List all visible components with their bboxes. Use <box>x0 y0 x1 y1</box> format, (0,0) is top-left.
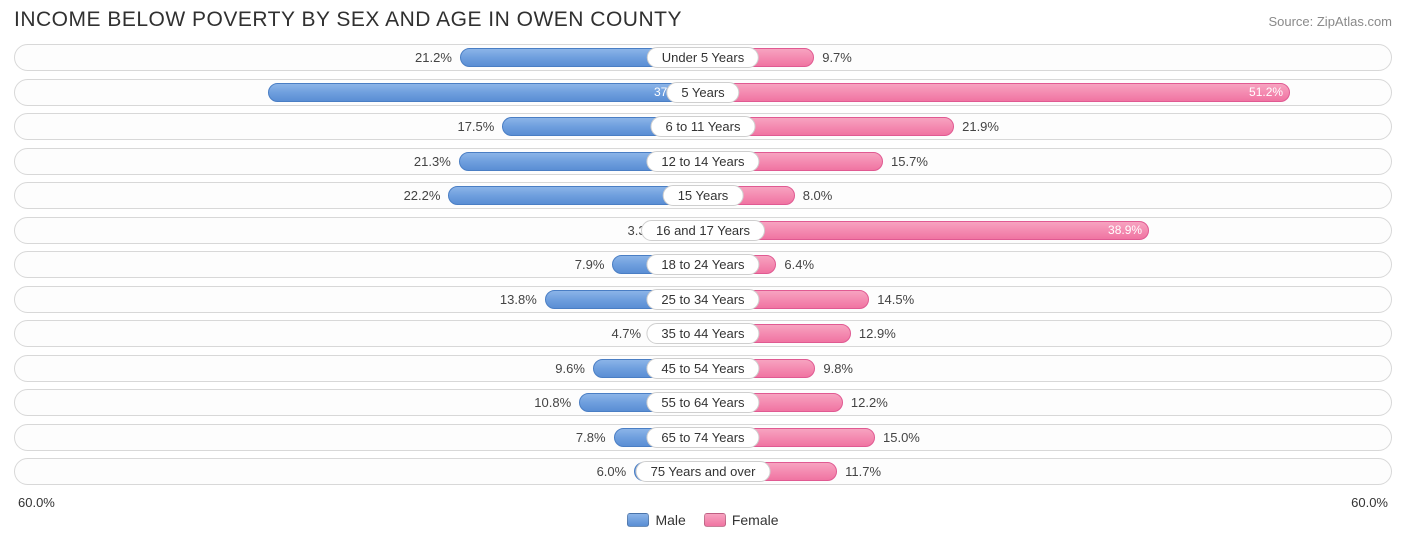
female-value-label: 14.5% <box>869 287 914 312</box>
female-value-label: 38.9% <box>1100 222 1142 239</box>
legend-male-label: Male <box>655 512 685 528</box>
category-label: 35 to 44 Years <box>646 323 759 344</box>
chart-row: 37.9% 51.2% 5 Years <box>14 79 1392 106</box>
legend-male: Male <box>627 512 685 528</box>
male-value-label: 21.2% <box>415 45 460 70</box>
category-label: 25 to 34 Years <box>646 289 759 310</box>
category-label: 75 Years and over <box>636 461 771 482</box>
male-value-label: 10.8% <box>534 390 579 415</box>
chart-row: 6.0% 11.7% 75 Years and over <box>14 458 1392 485</box>
chart-row: 13.8% 14.5% 25 to 34 Years <box>14 286 1392 313</box>
category-label: 55 to 64 Years <box>646 392 759 413</box>
female-value-label: 8.0% <box>795 183 833 208</box>
chart-row: 3.3%38.9%16 and 17 Years <box>14 217 1392 244</box>
category-label: 16 and 17 Years <box>641 220 765 241</box>
female-bar: 38.9% <box>703 221 1149 240</box>
female-value-label: 21.9% <box>954 114 999 139</box>
category-label: 45 to 54 Years <box>646 358 759 379</box>
female-value-label: 12.2% <box>843 390 888 415</box>
category-label: Under 5 Years <box>647 47 759 68</box>
male-value-label: 13.8% <box>500 287 545 312</box>
category-label: 5 Years <box>666 82 739 103</box>
x-axis: 60.0% 60.0% <box>14 493 1392 510</box>
axis-right-label: 60.0% <box>1351 495 1388 510</box>
legend-female-label: Female <box>732 512 779 528</box>
female-value-label: 12.9% <box>851 321 896 346</box>
male-value-label: 4.7% <box>611 321 649 346</box>
male-value-label: 7.8% <box>576 425 614 450</box>
female-bar: 51.2% <box>703 83 1290 102</box>
male-bar: 37.9% <box>268 83 703 102</box>
category-label: 18 to 24 Years <box>646 254 759 275</box>
male-swatch-icon <box>627 513 649 527</box>
chart-row: 10.8% 12.2% 55 to 64 Years <box>14 389 1392 416</box>
chart-row: 7.9% 6.4% 18 to 24 Years <box>14 251 1392 278</box>
category-label: 6 to 11 Years <box>651 116 756 137</box>
chart-row: 22.2% 8.0% 15 Years <box>14 182 1392 209</box>
male-value-label: 21.3% <box>414 149 459 174</box>
diverging-bar-chart: 21.2% 9.7% Under 5 Years 37.9% 51.2% 5 Years 1… <box>14 44 1392 485</box>
female-value-label: 51.2% <box>1241 84 1283 101</box>
chart-row: 9.6% 9.8% 45 to 54 Years <box>14 355 1392 382</box>
female-swatch-icon <box>704 513 726 527</box>
source-label: Source: ZipAtlas.com <box>1268 14 1392 29</box>
axis-left-label: 60.0% <box>18 495 55 510</box>
male-value-label: 7.9% <box>575 252 613 277</box>
chart-row: 21.2% 9.7% Under 5 Years <box>14 44 1392 71</box>
female-value-label: 6.4% <box>776 252 814 277</box>
female-value-label: 9.8% <box>815 356 853 381</box>
female-value-label: 11.7% <box>837 459 881 484</box>
legend: Male Female <box>14 512 1392 528</box>
chart-row: 7.8% 15.0% 65 to 74 Years <box>14 424 1392 451</box>
chart-row: 4.7% 12.9% 35 to 44 Years <box>14 320 1392 347</box>
chart-title: INCOME BELOW POVERTY BY SEX AND AGE IN O… <box>14 8 682 32</box>
chart-container: INCOME BELOW POVERTY BY SEX AND AGE IN O… <box>0 0 1406 534</box>
male-value-label: 6.0% <box>597 459 635 484</box>
legend-female: Female <box>704 512 779 528</box>
male-value-label: 17.5% <box>457 114 502 139</box>
category-label: 65 to 74 Years <box>646 427 759 448</box>
female-value-label: 15.7% <box>883 149 928 174</box>
female-value-label: 15.0% <box>875 425 920 450</box>
category-label: 12 to 14 Years <box>646 151 759 172</box>
female-value-label: 9.7% <box>814 45 852 70</box>
chart-row: 17.5% 21.9% 6 to 11 Years <box>14 113 1392 140</box>
male-value-label: 9.6% <box>555 356 593 381</box>
male-value-label: 22.2% <box>404 183 449 208</box>
header: INCOME BELOW POVERTY BY SEX AND AGE IN O… <box>14 8 1392 32</box>
chart-row: 21.3% 15.7% 12 to 14 Years <box>14 148 1392 175</box>
category-label: 15 Years <box>663 185 744 206</box>
